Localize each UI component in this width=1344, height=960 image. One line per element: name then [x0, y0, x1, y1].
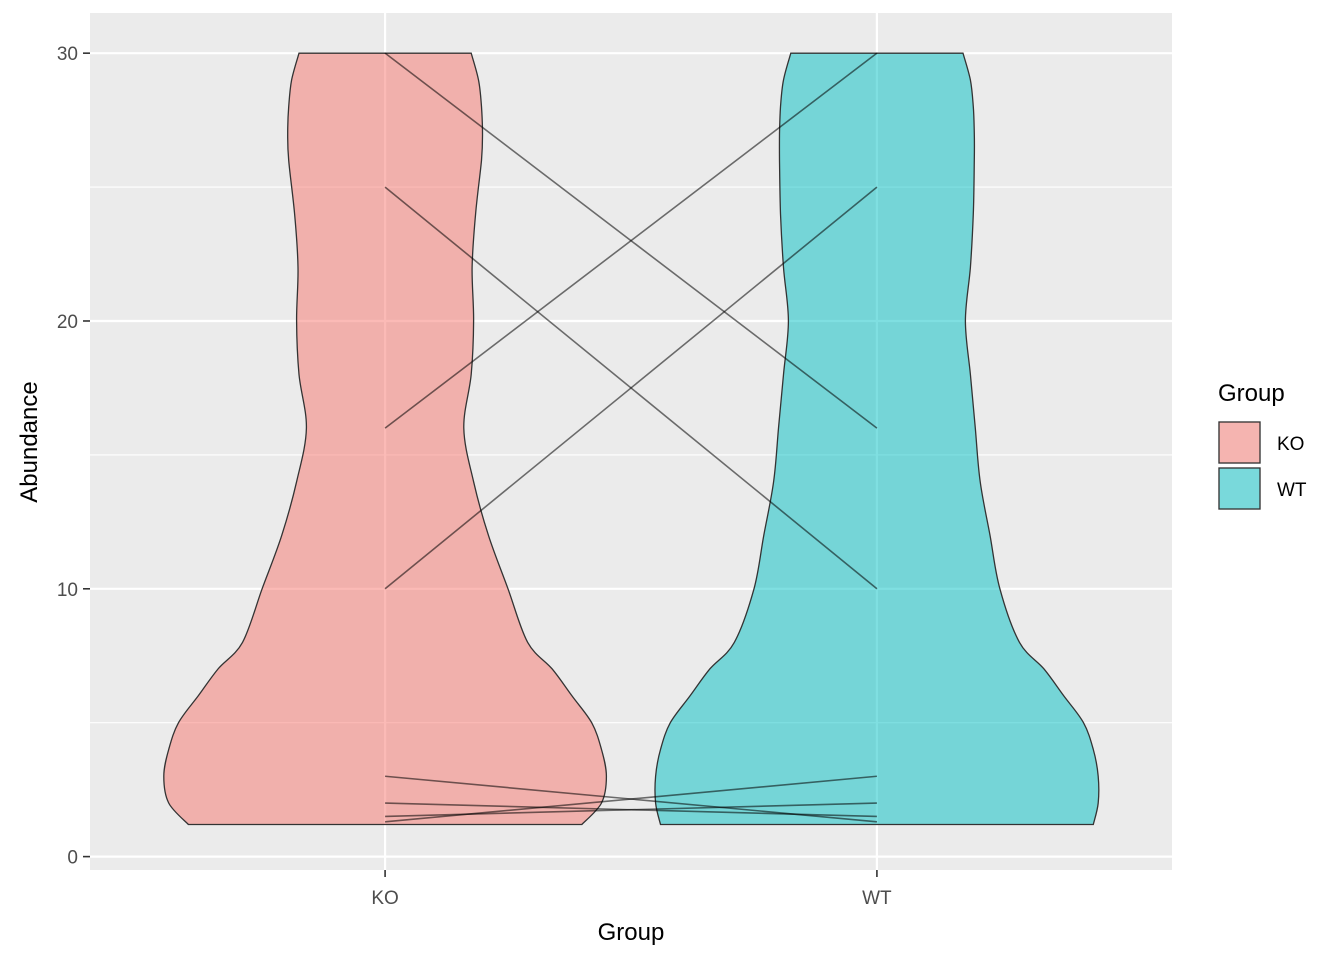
violin-wt — [654, 52, 1100, 826]
x-tick-label: KO — [371, 888, 398, 909]
y-axis: 0 10 20 30 — [57, 44, 90, 869]
legend-label-wt: WT — [1277, 480, 1307, 501]
paired-line — [384, 186, 878, 590]
legend-key-wt — [1218, 467, 1261, 510]
legend-key-ko — [1218, 421, 1261, 464]
legend-label-ko: KO — [1277, 434, 1304, 455]
x-axis: KO WT — [371, 870, 892, 909]
violins — [163, 52, 1100, 826]
y-tick-label: 20 — [57, 312, 78, 333]
y-tick-label: 0 — [67, 848, 78, 869]
legend-title: Group — [1218, 380, 1285, 407]
legend: Group KO WT — [1218, 380, 1307, 510]
y-tick-label: 10 — [57, 580, 78, 601]
y-axis-title: Abundance — [16, 381, 43, 502]
paired-line — [385, 775, 877, 823]
x-tick-label: WT — [862, 888, 892, 909]
violin-ko — [163, 52, 608, 826]
legend-entries: KO WT — [1218, 421, 1307, 510]
y-tick-label: 30 — [57, 44, 78, 65]
x-axis-title: Group — [598, 919, 665, 946]
paired-lines — [384, 52, 878, 823]
paired-line — [384, 52, 878, 429]
